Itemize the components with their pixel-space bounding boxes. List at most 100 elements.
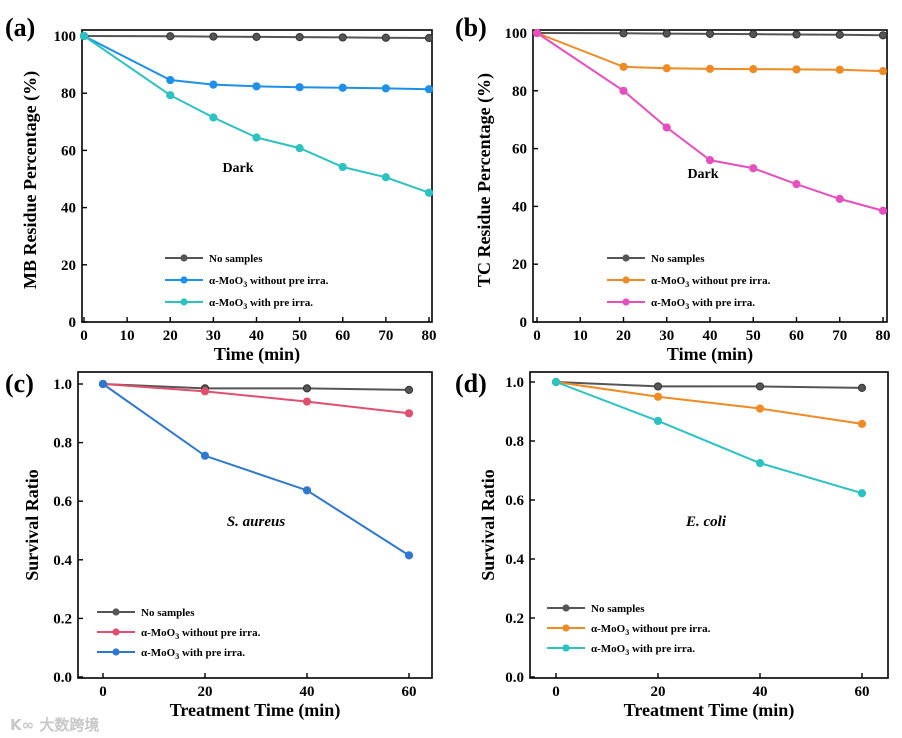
y-tick-label: 1.0	[505, 375, 524, 391]
y-tick-label: 0.0	[505, 670, 524, 686]
legend-label: No samples	[591, 603, 645, 615]
x-tick-label: 80	[422, 328, 437, 344]
data-point	[619, 86, 628, 95]
data-point	[792, 180, 801, 189]
x-tick-label: 20	[198, 684, 213, 700]
data-point	[424, 33, 434, 43]
x-tick-label: 20	[651, 684, 666, 700]
data-point	[653, 416, 663, 426]
chart-panel-b: (b) 0 10 20 30 40 50 60 70 80 0 20 40 60 80 100 Time (mi…	[455, 13, 891, 365]
data-point	[755, 459, 765, 468]
data-point	[252, 32, 261, 41]
legend-marker	[622, 254, 630, 262]
y-tick-label: 0.0	[53, 670, 72, 686]
x-tick-label: 70	[378, 328, 393, 344]
x-tick-label: 60	[335, 328, 350, 344]
y-axis-label: TC Residue Percentage (%)	[474, 73, 495, 287]
data-point	[835, 30, 844, 39]
x-tick-label: 60	[855, 684, 870, 700]
annotation: E. coli	[685, 514, 727, 530]
y-tick-label: 100	[505, 26, 528, 42]
y-axis-label: Survival Ratio	[478, 469, 498, 581]
legend-marker	[112, 648, 120, 656]
y-tick-label: 0	[520, 315, 528, 331]
data-point	[295, 33, 304, 42]
y-tick-label: 0.6	[53, 494, 72, 510]
series-0: No samples	[532, 28, 888, 265]
y-axis-label: Survival Ratio	[22, 469, 42, 581]
series-0: No samples	[97, 379, 414, 619]
legend-marker	[180, 276, 188, 284]
data-point	[835, 65, 844, 74]
data-point	[619, 29, 628, 38]
data-point	[338, 33, 347, 42]
x-tick-label: 0	[80, 328, 88, 344]
data-point	[857, 489, 867, 498]
series-line	[102, 383, 410, 415]
legend-label: α-MoO3 without pre irra.	[141, 627, 261, 641]
legend-label: α-MoO3 with pre irra.	[591, 643, 695, 657]
x-tick-label: 60	[789, 328, 804, 344]
x-tick-label: 40	[753, 684, 768, 700]
data-point	[338, 83, 347, 92]
x-tick-label: 50	[292, 328, 307, 344]
y-tick-label: 1.0	[53, 377, 72, 393]
y-tick-label: 80	[512, 84, 527, 100]
data-point	[166, 32, 175, 41]
series-line	[536, 32, 884, 37]
data-point	[252, 133, 261, 142]
y-tick-label: 60	[61, 143, 76, 159]
series-2: α-MoO3 with pre irra.	[532, 28, 888, 311]
x-tick-label: 10	[573, 328, 588, 344]
plot-frame	[529, 371, 889, 679]
plot-frame	[77, 371, 433, 679]
panel-label: (d)	[455, 369, 487, 398]
legend-marker	[562, 624, 570, 632]
data-point	[166, 75, 175, 85]
data-point	[338, 162, 347, 172]
y-axis-label: MB Residue Percentage (%)	[20, 71, 41, 289]
series-line	[536, 32, 884, 212]
data-point	[302, 384, 312, 393]
annotation: Dark	[222, 161, 253, 176]
x-tick-label: 40	[300, 684, 315, 700]
x-tick-label: 20	[163, 328, 178, 344]
data-point	[653, 392, 663, 401]
series-line	[83, 35, 430, 91]
panel-label: (a)	[5, 13, 35, 42]
data-point	[792, 65, 801, 74]
x-tick-label: 30	[206, 328, 221, 344]
x-tick-label: 50	[746, 328, 761, 344]
x-tick-label: 70	[832, 328, 847, 344]
series-0: No samples	[79, 31, 434, 265]
x-tick-label: 30	[659, 328, 674, 344]
data-point	[857, 419, 867, 428]
data-point	[200, 451, 210, 460]
data-point	[209, 80, 218, 89]
data-point	[79, 31, 89, 41]
series-line	[102, 383, 410, 391]
data-point	[792, 30, 801, 39]
legend-marker	[180, 254, 188, 262]
data-point	[98, 379, 108, 389]
legend-marker	[112, 628, 120, 636]
legend-label: α-MoO3 with pre irra.	[209, 297, 313, 311]
data-point	[302, 486, 312, 495]
x-tick-label: 0	[552, 684, 560, 700]
x-tick-label: 40	[703, 328, 718, 344]
panel-label: (b)	[455, 13, 487, 42]
y-tick-label: 0.6	[505, 493, 524, 509]
chart-panel-d: (d) 0 20 40 60 0.0 0.2 0.4 0.6 0.8 1.0 Treatment Ti…	[455, 369, 889, 721]
series-2: α-MoO3 with pre irra.	[79, 31, 434, 311]
annotation: S. aureus	[227, 514, 286, 530]
data-point	[532, 28, 542, 38]
x-tick-label: 10	[120, 328, 135, 344]
data-point	[653, 382, 663, 391]
data-point	[857, 383, 867, 392]
data-point	[209, 32, 218, 41]
legend-marker	[622, 298, 630, 306]
series-2: α-MoO3 with pre irra.	[97, 379, 414, 661]
y-tick-label: 0	[69, 315, 77, 331]
data-point	[755, 404, 765, 413]
